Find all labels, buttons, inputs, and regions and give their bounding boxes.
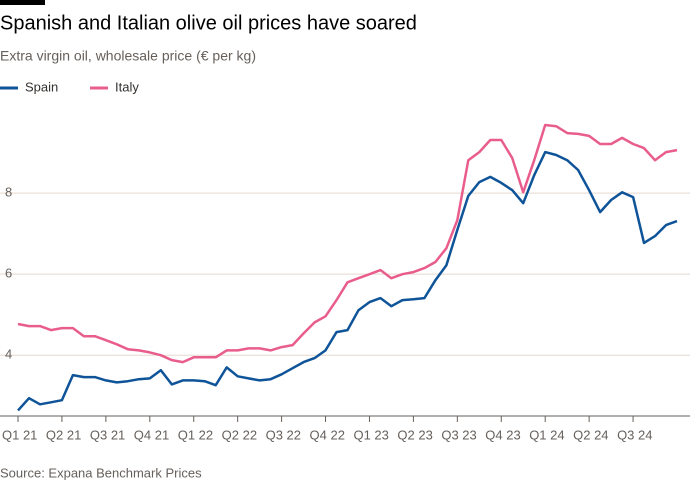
x-tick-label: Q4 21	[134, 427, 169, 442]
x-tick-label: Q4 22	[310, 427, 345, 442]
x-tick-label: Q1 24	[529, 427, 564, 442]
source: Source: Expana Benchmark Prices	[0, 465, 202, 480]
y-tick-label: 6	[5, 266, 12, 281]
x-tick-label: Q4 23	[485, 427, 520, 442]
x-tick-label: Q3 22	[266, 427, 301, 442]
x-tick-label: Q3 21	[90, 427, 125, 442]
chart-subtitle: Extra virgin oil, wholesale price (€ per…	[0, 48, 256, 64]
series-line	[17, 150, 678, 412]
y-tick-label: 8	[5, 185, 12, 200]
x-tick-label: Q2 21	[46, 427, 81, 442]
brand-bar	[0, 0, 45, 5]
legend-label: Spain	[25, 79, 58, 94]
x-tick-label: Q3 24	[617, 427, 652, 442]
x-tick-label: Q1 21	[2, 427, 37, 442]
legend-label: Italy	[115, 79, 139, 94]
x-tick-label: Q2 24	[573, 427, 608, 442]
x-tick-label: Q3 23	[441, 427, 476, 442]
x-tick-label: Q2 23	[397, 427, 432, 442]
x-tick-label: Q1 22	[178, 427, 213, 442]
series-line	[17, 123, 678, 364]
x-tick-label: Q1 23	[353, 427, 388, 442]
y-tick-label: 4	[5, 347, 12, 362]
chart-title: Spanish and Italian olive oil prices hav…	[0, 12, 417, 34]
x-tick-label: Q2 22	[222, 427, 257, 442]
